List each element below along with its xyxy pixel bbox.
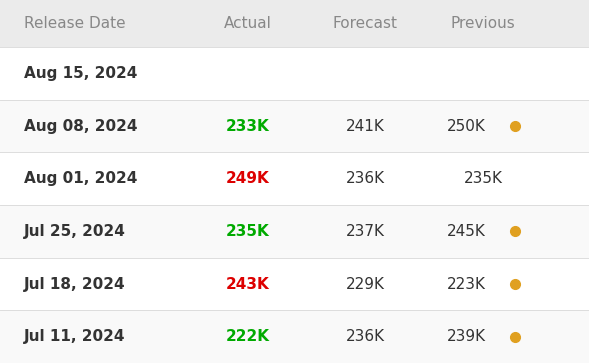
Text: Jul 25, 2024: Jul 25, 2024 xyxy=(24,224,125,239)
Text: 249K: 249K xyxy=(226,171,269,186)
Text: 235K: 235K xyxy=(226,224,269,239)
Text: 236K: 236K xyxy=(346,329,385,344)
Text: 243K: 243K xyxy=(226,277,269,291)
Text: 223K: 223K xyxy=(447,277,487,291)
Text: 233K: 233K xyxy=(226,119,269,134)
Text: 250K: 250K xyxy=(447,119,487,134)
Text: 241K: 241K xyxy=(346,119,385,134)
Text: 236K: 236K xyxy=(346,171,385,186)
Text: Aug 15, 2024: Aug 15, 2024 xyxy=(24,66,137,81)
FancyBboxPatch shape xyxy=(0,310,589,363)
FancyBboxPatch shape xyxy=(0,205,589,258)
Text: Jul 18, 2024: Jul 18, 2024 xyxy=(24,277,125,291)
Text: Aug 01, 2024: Aug 01, 2024 xyxy=(24,171,137,186)
Text: 239K: 239K xyxy=(447,329,487,344)
Text: Forecast: Forecast xyxy=(333,16,398,31)
Text: Previous: Previous xyxy=(451,16,515,31)
FancyBboxPatch shape xyxy=(0,100,589,152)
Text: Jul 11, 2024: Jul 11, 2024 xyxy=(24,329,125,344)
Text: Aug 08, 2024: Aug 08, 2024 xyxy=(24,119,137,134)
FancyBboxPatch shape xyxy=(0,47,589,100)
Text: 222K: 222K xyxy=(226,329,269,344)
FancyBboxPatch shape xyxy=(0,152,589,205)
Text: 235K: 235K xyxy=(464,171,502,186)
FancyBboxPatch shape xyxy=(0,0,589,47)
Text: Release Date: Release Date xyxy=(24,16,125,31)
Text: Actual: Actual xyxy=(223,16,272,31)
Text: 237K: 237K xyxy=(346,224,385,239)
Text: 245K: 245K xyxy=(447,224,487,239)
Text: 229K: 229K xyxy=(346,277,385,291)
FancyBboxPatch shape xyxy=(0,258,589,310)
